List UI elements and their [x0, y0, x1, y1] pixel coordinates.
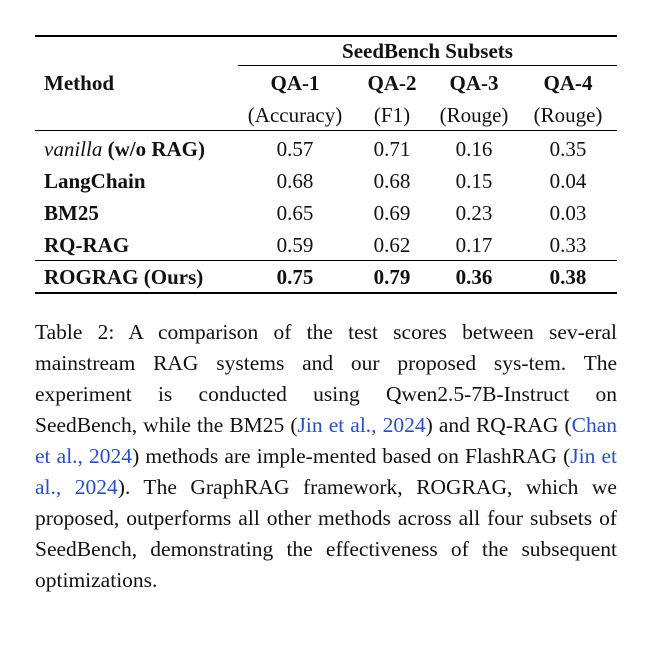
subsets-underline [238, 65, 617, 66]
table-cell: 0.57 [276, 137, 314, 161]
table-bottom-rule [35, 292, 617, 294]
caption-text: ) and RQ-RAG ( [425, 413, 572, 437]
table-cell: 0.03 [549, 201, 587, 225]
citation-link[interactable]: Jin et al., 2024 [35, 444, 618, 499]
col-header-qa2: QA-2 [367, 71, 417, 95]
ours-separator-rule [35, 260, 617, 261]
table-cell-best: 0.79 [373, 265, 411, 289]
table-cell-best: 0.38 [549, 265, 587, 289]
table-cell: 0.35 [549, 137, 587, 161]
table-cell: 0.71 [373, 137, 411, 161]
table-cell: 0.15 [455, 169, 493, 193]
table-cell-best: 0.36 [455, 265, 493, 289]
table-cell: 0.04 [549, 169, 587, 193]
table-caption: Table 2: A comparison of the test scores… [35, 317, 617, 596]
table-cell: 0.65 [276, 201, 314, 225]
caption-text: ). The GraphRAG framework, ROGRAG, which… [35, 475, 617, 592]
caption-text: Table 2: A comparison of the test scores… [35, 320, 617, 437]
table-cell: 0.23 [455, 201, 493, 225]
table-cell: 0.68 [276, 169, 314, 193]
table-row-method: RQ-RAG [44, 233, 130, 257]
caption-text: ) methods are imple-mented based on Flas… [132, 444, 571, 468]
header-rule [35, 130, 617, 131]
method-header: Method [44, 71, 114, 95]
table-row-method: vanilla (w/o RAG) [44, 137, 205, 161]
table-cell: 0.69 [373, 201, 411, 225]
table-row-method: LangChain [44, 169, 146, 193]
table-row-method: BM25 [44, 201, 99, 225]
table-cell: 0.68 [373, 169, 411, 193]
table-cell: 0.62 [373, 233, 411, 257]
col-metric-qa2: (F1) [373, 103, 411, 127]
table-cell: 0.33 [549, 233, 587, 257]
table-cell: 0.16 [455, 137, 493, 161]
col-metric-qa1: (Accuracy) [247, 103, 343, 127]
col-metric-qa4: (Rouge) [533, 103, 603, 127]
table-row-method: ROGRAG (Ours) [44, 265, 204, 289]
col-header-qa1: QA-1 [270, 71, 320, 95]
col-header-qa4: QA-4 [543, 71, 593, 95]
method-bold: (w/o RAG) [107, 137, 205, 161]
table-cell-best: 0.75 [276, 265, 314, 289]
col-header-qa3: QA-3 [449, 71, 499, 95]
table-cell: 0.59 [276, 233, 314, 257]
col-metric-qa3: (Rouge) [439, 103, 509, 127]
citation-link[interactable]: Chan et al., 2024 [35, 413, 618, 468]
table-top-rule [35, 35, 617, 37]
group-header: SeedBench Subsets [342, 39, 513, 63]
citation-link[interactable]: Jin et al., 2024 [297, 413, 426, 437]
table-cell: 0.17 [455, 233, 493, 257]
method-italic: vanilla [44, 137, 103, 161]
